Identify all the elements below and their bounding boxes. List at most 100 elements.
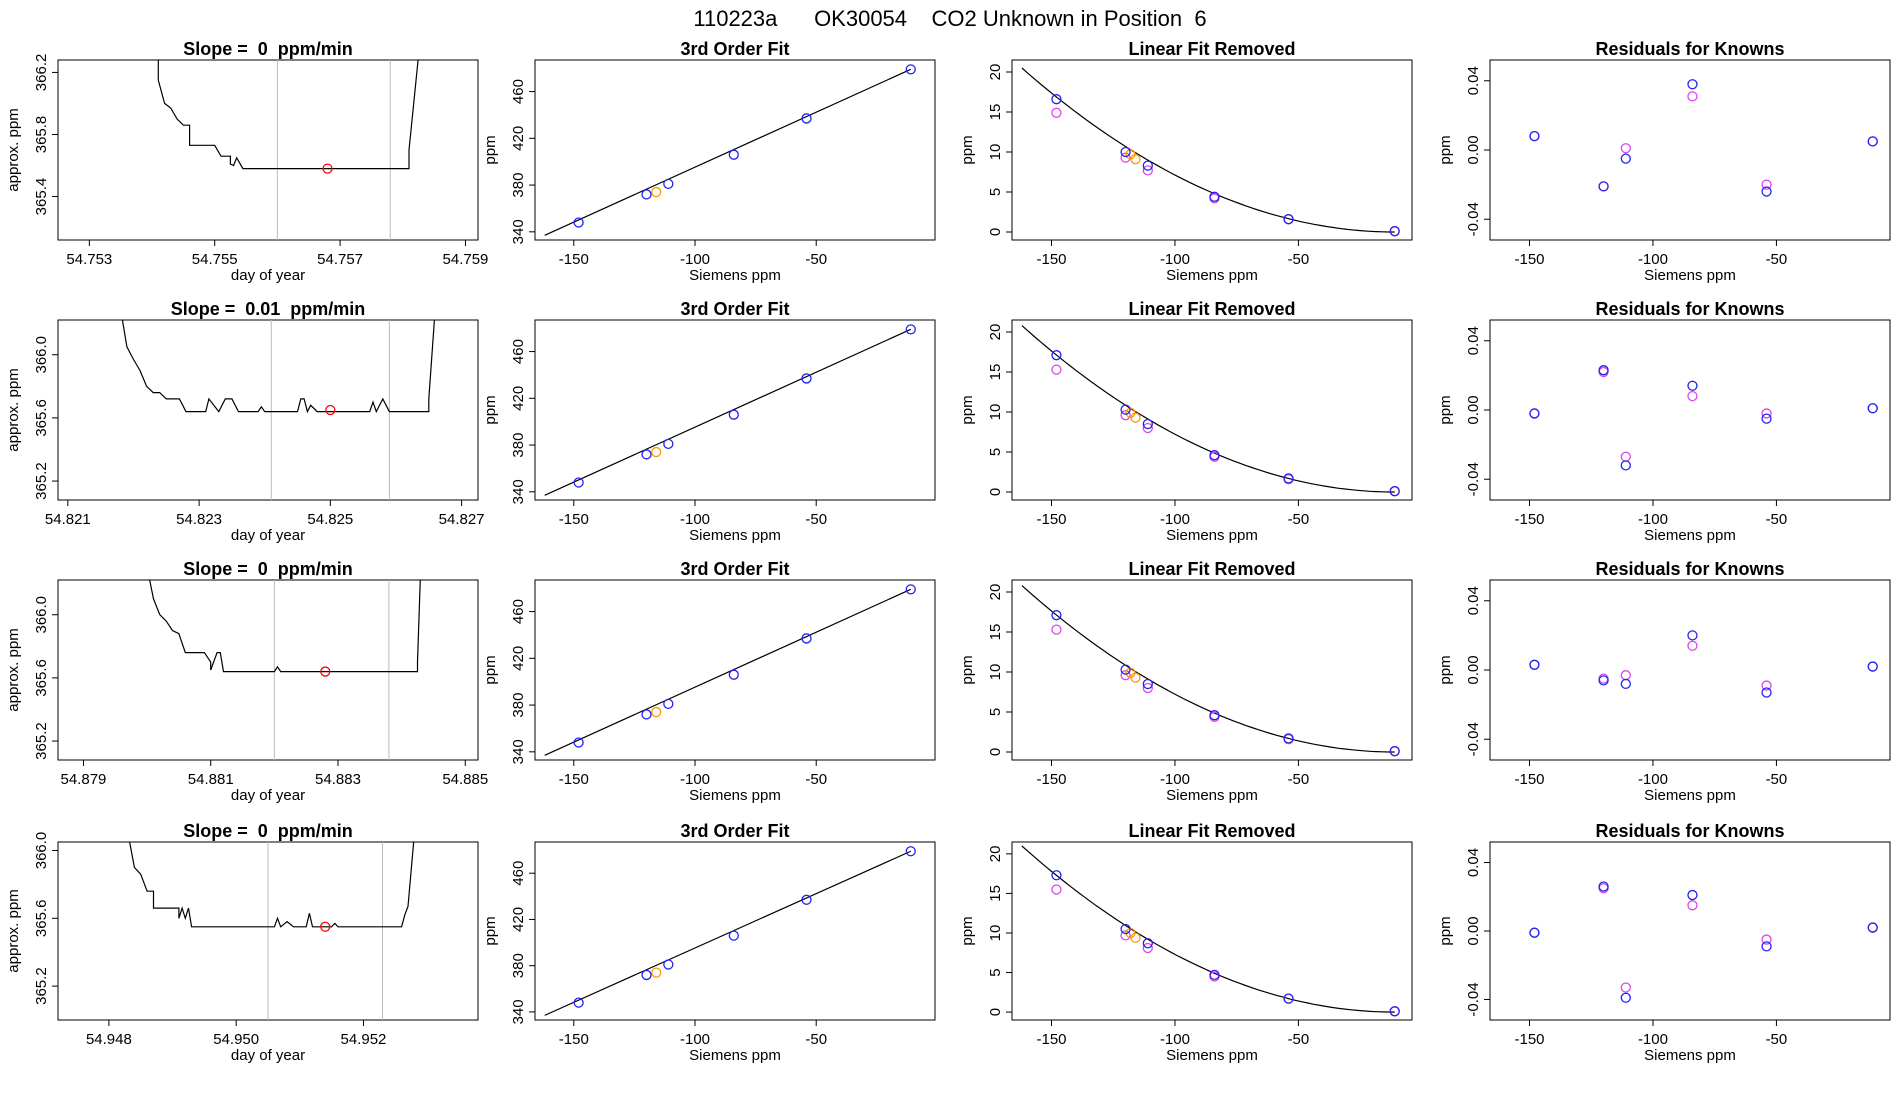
y-tick-label: 10 bbox=[987, 144, 1004, 161]
chart-title: Slope = 0 ppm/min bbox=[183, 559, 353, 579]
chart-title: Linear Fit Removed bbox=[1128, 299, 1295, 319]
data-point-blue bbox=[728, 669, 739, 680]
x-tick-label: 54.759 bbox=[443, 251, 489, 268]
data-point-blue bbox=[1120, 923, 1131, 935]
x-tick-label: -100 bbox=[1638, 1031, 1668, 1048]
chart-title: Residuals for Knowns bbox=[1595, 821, 1784, 841]
plot-area bbox=[1021, 67, 1400, 237]
x-axis-label: day of year bbox=[231, 267, 305, 284]
data-point-magenta bbox=[1051, 364, 1062, 375]
plot-area bbox=[544, 64, 916, 236]
data-point-blue bbox=[728, 149, 739, 160]
data-point-blue bbox=[1620, 992, 1631, 1003]
x-tick-label: 54.885 bbox=[442, 771, 488, 788]
concentration-trace bbox=[149, 580, 421, 673]
plot-frame bbox=[57, 319, 479, 501]
data-point-blue bbox=[1051, 870, 1062, 881]
y-tick-label: 5 bbox=[987, 968, 1004, 976]
y-tick-label: 15 bbox=[987, 104, 1004, 121]
x-tick-label: -100 bbox=[680, 251, 710, 268]
fit-curve bbox=[1021, 67, 1395, 233]
y-axis-label: ppm bbox=[1437, 655, 1454, 684]
data-point-blue bbox=[1529, 659, 1540, 670]
unknown-sample-point bbox=[322, 163, 333, 174]
data-point-blue bbox=[1209, 969, 1220, 981]
y-tick-label: 366.2 bbox=[33, 54, 50, 92]
data-point-magenta bbox=[1761, 408, 1772, 419]
data-point-magenta bbox=[1051, 884, 1062, 895]
x-tick-label: -150 bbox=[559, 511, 589, 528]
chart-panel-15: Residuals for Knowns -150 -100 -50 -0.04 0.00… bbox=[1437, 559, 1891, 804]
data-point-blue bbox=[1120, 146, 1131, 158]
y-tick-label: 0.04 bbox=[1465, 586, 1482, 615]
y-axis-label: ppm bbox=[482, 395, 499, 424]
y-tick-label: 340 bbox=[510, 479, 527, 504]
data-point-blue bbox=[1209, 450, 1220, 461]
plot-frame bbox=[1489, 319, 1891, 501]
y-tick-label: 0.04 bbox=[1465, 848, 1482, 877]
plot-frame bbox=[1489, 841, 1891, 1021]
data-point-blue bbox=[905, 584, 916, 595]
y-axis-label: approx. ppm bbox=[5, 889, 22, 972]
data-point-blue bbox=[1120, 664, 1131, 675]
y-tick-label: 15 bbox=[987, 364, 1004, 381]
x-tick-label: -50 bbox=[1288, 771, 1310, 788]
x-axis-label: Siemens ppm bbox=[1166, 527, 1258, 544]
y-tick-label: 0.04 bbox=[1465, 326, 1482, 355]
x-axis-label: day of year bbox=[231, 527, 305, 544]
data-point-blue bbox=[1598, 365, 1609, 376]
data-point-blue bbox=[905, 324, 916, 335]
x-tick-label: -150 bbox=[1036, 251, 1066, 268]
x-axis-label: Siemens ppm bbox=[689, 527, 781, 544]
y-tick-label: 460 bbox=[510, 339, 527, 364]
concentration-trace bbox=[128, 842, 415, 928]
data-point-blue bbox=[1761, 413, 1772, 424]
data-point-blue bbox=[1389, 746, 1400, 757]
y-tick-label: 460 bbox=[510, 599, 527, 624]
x-tick-label: -100 bbox=[1160, 771, 1190, 788]
y-tick-label: 0 bbox=[987, 488, 1004, 496]
chart-panel-12: Linear Fit Removed -150 -100 -50 0 5 10 15 20 Sie… bbox=[959, 821, 1413, 1064]
plot-area bbox=[544, 584, 916, 756]
x-tick-label: 54.821 bbox=[45, 511, 91, 528]
data-point-blue bbox=[905, 846, 916, 857]
chart-panel-16: Residuals for Knowns -150 -100 -50 -0.04 0.00… bbox=[1437, 821, 1891, 1064]
data-point-magenta bbox=[1761, 680, 1772, 691]
y-axis-label: approx. ppm bbox=[5, 108, 22, 191]
data-point-blue bbox=[1142, 938, 1153, 949]
x-tick-label: -150 bbox=[559, 771, 589, 788]
fit-curve bbox=[544, 68, 912, 236]
plot-area bbox=[1529, 365, 1878, 471]
x-tick-label: -150 bbox=[1514, 251, 1544, 268]
y-tick-label: 380 bbox=[510, 693, 527, 718]
x-tick-label: -50 bbox=[1766, 511, 1788, 528]
x-tick-label: -150 bbox=[1036, 511, 1066, 528]
data-point-blue bbox=[1687, 889, 1698, 901]
chart-title: Slope = 0 ppm/min bbox=[183, 39, 353, 59]
y-axis-label: ppm bbox=[482, 135, 499, 164]
data-point-blue bbox=[1867, 661, 1878, 672]
data-point-magenta bbox=[1687, 91, 1698, 102]
data-point-blue bbox=[663, 698, 674, 710]
data-point-magenta bbox=[1120, 410, 1131, 421]
chart-title: 3rd Order Fit bbox=[680, 821, 789, 841]
data-point-magenta bbox=[1142, 422, 1153, 434]
x-tick-label: -50 bbox=[805, 1031, 827, 1048]
data-point-blue bbox=[641, 709, 652, 720]
x-tick-label: -100 bbox=[1638, 771, 1668, 788]
x-axis-label: Siemens ppm bbox=[689, 267, 781, 284]
plot-area bbox=[1021, 845, 1400, 1017]
y-axis-label: ppm bbox=[959, 916, 976, 945]
x-axis-label: Siemens ppm bbox=[689, 787, 781, 804]
data-point-blue bbox=[1142, 678, 1153, 690]
x-tick-label: 54.823 bbox=[176, 511, 222, 528]
chart-title: Slope = 0 ppm/min bbox=[183, 821, 353, 841]
x-tick-label: -150 bbox=[559, 1031, 589, 1048]
x-tick-label: 54.755 bbox=[192, 251, 238, 268]
data-point-blue bbox=[1142, 418, 1153, 430]
chart-title: Slope = 0.01 ppm/min bbox=[171, 299, 366, 319]
data-point-blue bbox=[728, 409, 739, 420]
data-point-blue bbox=[641, 449, 652, 460]
